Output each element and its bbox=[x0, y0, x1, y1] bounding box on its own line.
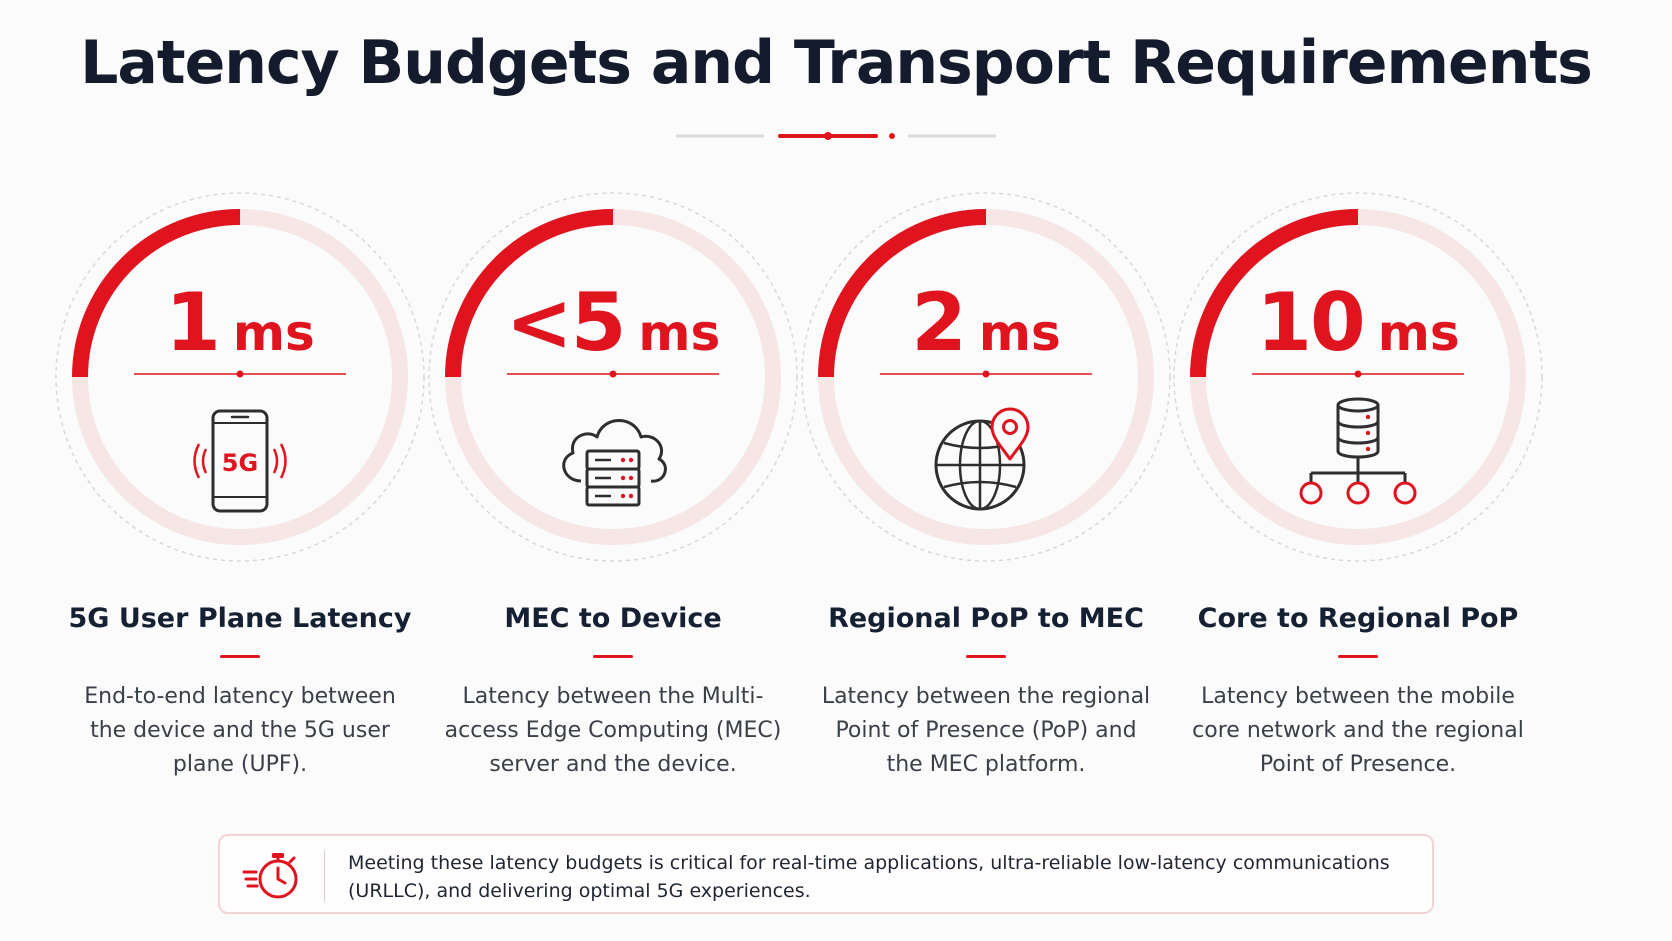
card-description: Latency between the Multi-access Edge Co… bbox=[444, 684, 782, 777]
latency-unit: ms bbox=[978, 304, 1061, 362]
value-divider bbox=[134, 370, 346, 378]
globe-location-pin-icon bbox=[934, 407, 1030, 511]
database-network-icon bbox=[1299, 397, 1417, 505]
title-underline bbox=[1338, 655, 1378, 658]
latency-number: <5 bbox=[505, 276, 627, 369]
title-underline bbox=[966, 655, 1006, 658]
value-divider bbox=[507, 370, 719, 378]
page-title: Latency Budgets and Transport Requiremen… bbox=[80, 28, 1593, 98]
smartphone-5g-icon: 5G bbox=[193, 409, 287, 513]
latency-value: 1 ms bbox=[50, 283, 430, 363]
latency-gauge-ring bbox=[801, 192, 1171, 562]
latency-gauge-ring bbox=[1173, 192, 1543, 562]
latency-card-core-to-regional-pop: 10 ms Core to Regional PoP Latency betwee… bbox=[1168, 185, 1548, 785]
latency-card-regional-pop-to-mec: 2 ms Regional PoP to MEC Latency between … bbox=[796, 185, 1176, 785]
latency-value: <5 ms bbox=[423, 283, 803, 363]
latency-value: 2 ms bbox=[796, 283, 1176, 363]
value-divider bbox=[1252, 370, 1464, 378]
stopwatch-speed-icon bbox=[242, 853, 298, 899]
latency-value: 10 ms bbox=[1168, 283, 1548, 363]
latency-gauge-ring bbox=[428, 192, 798, 562]
card-description: End-to-end latency between the device an… bbox=[84, 684, 396, 777]
card-title: Core to Regional PoP bbox=[1197, 603, 1519, 634]
card-title: Regional PoP to MEC bbox=[828, 603, 1144, 634]
latency-unit: ms bbox=[1377, 304, 1460, 362]
latency-number: 2 bbox=[911, 276, 967, 369]
card-description: Latency between the mobile core network … bbox=[1192, 684, 1524, 777]
latency-unit: ms bbox=[232, 304, 315, 362]
latency-number: 10 bbox=[1256, 276, 1365, 369]
latency-number: 1 bbox=[165, 276, 221, 369]
card-title: 5G User Plane Latency bbox=[68, 603, 412, 634]
card-description: Latency between the regional Point of Pr… bbox=[821, 684, 1151, 777]
callout-text: Meeting these latency budgets is critica… bbox=[348, 852, 1390, 902]
callout-divider bbox=[324, 850, 325, 902]
latency-card-5g-user-plane: 1 ms 5G 5G User Plane Latency End-to-end … bbox=[50, 185, 430, 785]
latency-unit: ms bbox=[638, 304, 721, 362]
latency-card-mec-to-device: <5 ms MEC to Device Latency between the M… bbox=[423, 185, 803, 785]
callout-note: Meeting these latency budgets is critica… bbox=[218, 834, 1434, 914]
card-title: MEC to Device bbox=[504, 603, 722, 634]
title-underline bbox=[593, 655, 633, 658]
value-divider bbox=[880, 370, 1092, 378]
title-divider bbox=[676, 132, 996, 140]
title-underline bbox=[220, 655, 260, 658]
latency-gauge-ring bbox=[55, 192, 425, 562]
cloud-server-icon bbox=[562, 419, 667, 507]
icon-5g-label: 5G bbox=[222, 449, 258, 477]
